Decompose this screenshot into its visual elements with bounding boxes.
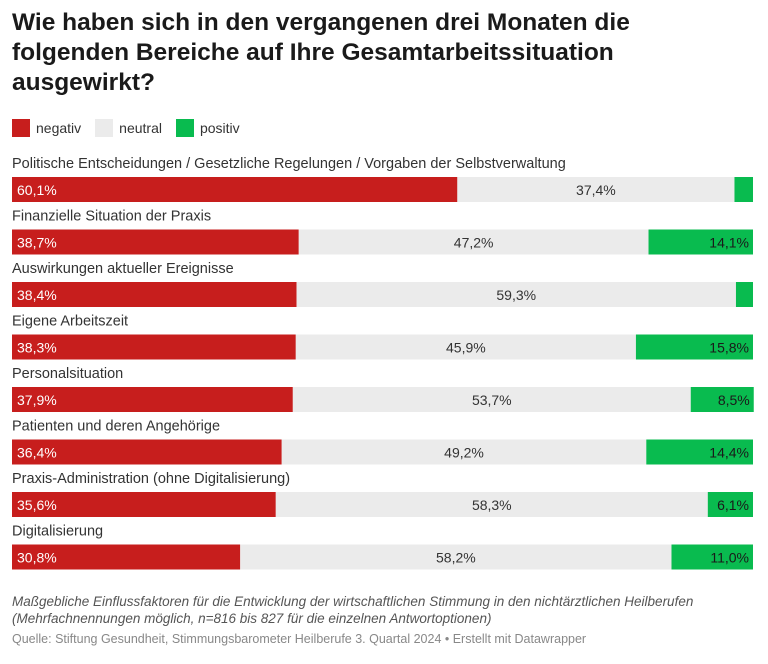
data-label-negativ: 60,1% [17,182,57,198]
data-label-neutral: 58,2% [436,550,476,566]
bar-segment-negativ [12,229,299,255]
data-label-positiv: 14,4% [709,445,749,461]
bar-segment-negativ [12,387,293,412]
bar-segment-neutral [281,439,647,465]
bar-row: Eigene Arbeitszeit 38,3% 45,9% 15,8% [12,314,753,360]
bar-segment-neutral [457,177,735,202]
legend: negativ neutral positiv [12,119,254,137]
legend-swatch-positiv [175,119,194,137]
data-label-negativ: 38,4% [17,287,57,303]
data-label-neutral: 47,2% [454,235,494,251]
data-label-neutral: 37,4% [576,182,616,198]
bar-segment-positiv [635,334,753,360]
legend-swatch-negativ [12,119,30,137]
legend-item-negativ: negativ [12,119,81,137]
bar-segment-neutral [295,334,636,360]
data-label-neutral: 53,7% [472,392,512,408]
data-label-negativ: 30,8% [17,550,57,566]
data-label-negativ: 35,6% [17,497,57,513]
legend-swatch-neutral [95,119,114,137]
category-label: Politische Entscheidungen / Gesetzliche … [12,156,566,172]
bar-segment-negativ [12,544,241,570]
data-label-negativ: 38,7% [17,235,57,251]
bar-segment-negativ [12,177,458,202]
category-label: Personalsituation [12,366,123,382]
legend-label-positiv: positiv [199,120,240,136]
data-label-neutral: 49,2% [444,445,484,461]
category-label: Patienten und deren Angehörige [12,419,220,435]
data-label-positiv: 8,5% [718,392,750,408]
data-label-neutral: 45,9% [446,340,486,356]
legend-label-negativ: negativ [36,120,82,136]
bar-segment-positiv [707,492,753,517]
legend-item-positiv: positiv [175,119,240,137]
bar-segment-negativ [12,282,297,307]
bar-segment-positiv [648,229,753,255]
category-label: Digitalisierung [12,524,103,540]
bar-segment-positiv [646,439,753,465]
data-label-neutral: 59,3% [496,287,536,303]
category-label: Finanzielle Situation der Praxis [12,209,211,225]
bar-segment-negativ [12,439,282,465]
bar-row: Politische Entscheidungen / Gesetzliche … [12,156,753,202]
bar-segment-negativ [12,492,276,517]
data-label-neutral: 58,3% [472,497,512,513]
bar-segment-positiv [734,177,753,202]
bar-row: Patienten und deren Angehörige 36,4% 49,2%… [12,419,753,465]
category-label: Praxis-Administration (ohne Digitalisier… [12,471,290,487]
data-label-negativ: 37,9% [17,392,57,408]
bar-row: Finanzielle Situation der Praxis 38,7% 47,… [12,209,753,255]
bar-segment-positiv [690,387,754,412]
bar-row: Auswirkungen aktueller Ereignisse 38,4% 59… [12,261,753,307]
data-label-positiv: 6,1% [717,497,749,513]
bar-segment-neutral [292,387,691,412]
bar-row: Personalsituation 37,9% 53,7% 8,5% [12,366,754,412]
bar-segment-negativ [12,334,296,360]
legend-item-neutral: neutral [95,119,162,137]
chart-footnote: Maßgebliche Einflussfaktoren für die Ent… [12,594,694,626]
data-label-negativ: 36,4% [17,445,57,461]
bar-row: Digitalisierung 30,8% 58,2% 11,0% [12,524,753,570]
bar-segment-positiv [671,544,753,570]
bar-segment-neutral [275,492,708,517]
bar-segment-neutral [298,229,649,255]
data-label-positiv: 15,8% [709,340,749,356]
bar-row: Praxis-Administration (ohne Digitalisier… [12,471,753,517]
chart-title: Wie haben sich in den vergangenen drei M… [12,9,630,96]
data-label-negativ: 38,3% [17,340,57,356]
bar-segment-neutral [240,544,672,570]
chart-source: Quelle: Stiftung Gesundheit, Stimmungsba… [12,632,587,646]
category-label: Auswirkungen aktueller Ereignisse [12,261,234,277]
bar-segment-neutral [296,282,736,307]
data-label-positiv: 11,0% [710,550,749,566]
bar-segment-positiv [735,282,753,307]
legend-label-neutral: neutral [119,120,162,136]
category-label: Eigene Arbeitszeit [12,314,128,330]
data-label-positiv: 14,1% [709,235,749,251]
